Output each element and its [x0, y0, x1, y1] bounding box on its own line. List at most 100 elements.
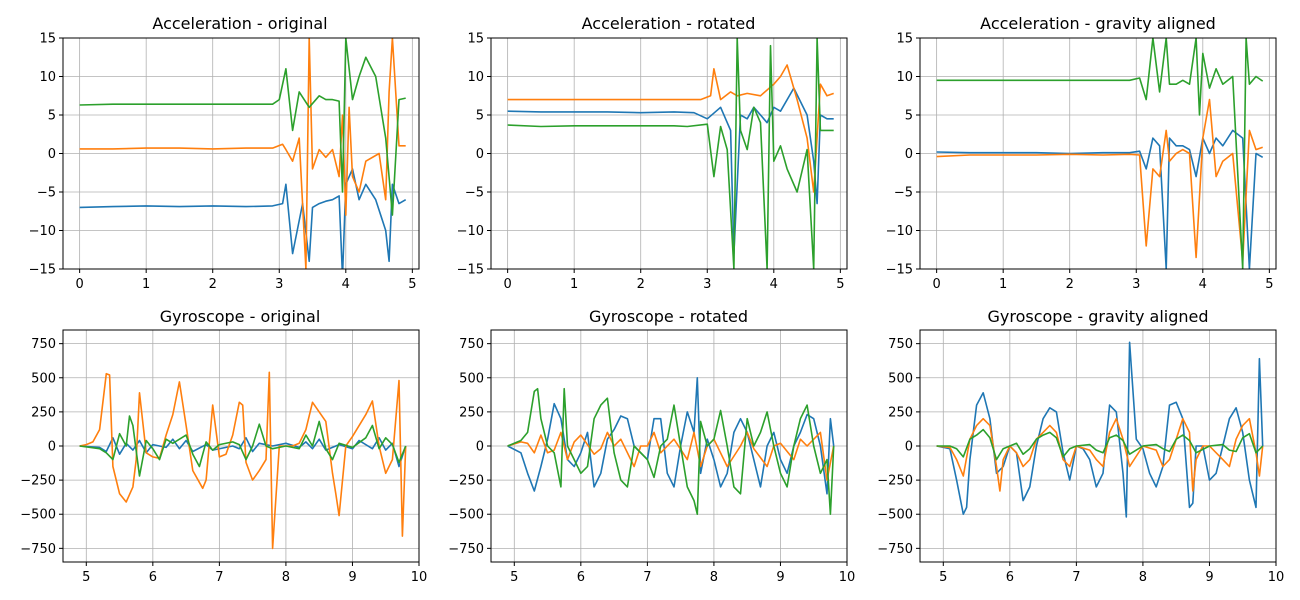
- x-tick-label: 10: [839, 570, 856, 585]
- y-tick-label: −500: [877, 508, 913, 523]
- y-tick-label: 0: [476, 147, 484, 162]
- x-tick-label: 2: [637, 277, 645, 292]
- series-line-3: [507, 38, 834, 269]
- y-tick-label: 250: [31, 405, 56, 420]
- y-tick-label: 15: [896, 32, 913, 47]
- x-tick-label: 8: [282, 570, 290, 585]
- y-tick-label: 10: [896, 70, 913, 85]
- series-line-1: [507, 376, 835, 495]
- x-tick-label: 0: [932, 277, 940, 292]
- plot-title: Gyroscope - original: [160, 307, 321, 326]
- x-tick-label: 9: [776, 570, 784, 585]
- y-tick-label: −500: [448, 508, 484, 523]
- y-tick-label: 250: [888, 405, 913, 420]
- series-line-3: [507, 387, 835, 516]
- y-tick-label: 0: [905, 440, 913, 455]
- y-tick-label: 0: [905, 147, 913, 162]
- x-tick-label: 0: [503, 277, 511, 292]
- y-tick-label: −250: [20, 474, 56, 489]
- series-line-2: [507, 431, 835, 481]
- series-line-1: [79, 436, 407, 468]
- plot-title: Gyroscope - gravity aligned: [987, 307, 1208, 326]
- y-tick-label: −10: [886, 224, 913, 239]
- plot-gyroscope-gravity-aligned: Gyroscope - gravity aligned 5 6 7 8 9 10 −750 −…: [877, 307, 1284, 585]
- x-tick-label: 7: [215, 570, 223, 585]
- y-tick-label: −15: [457, 263, 484, 278]
- y-tick-label: 0: [48, 147, 56, 162]
- y-tick-label: 250: [459, 405, 484, 420]
- y-tick-label: −750: [448, 542, 484, 557]
- y-tick-label: 750: [459, 337, 484, 352]
- y-tick-label: 5: [48, 109, 56, 124]
- y-tick-label: 5: [905, 109, 913, 124]
- x-tick-label: 5: [1265, 277, 1273, 292]
- y-tick-label: 5: [476, 109, 484, 124]
- x-tick-label: 6: [149, 570, 157, 585]
- x-tick-label: 0: [75, 277, 83, 292]
- y-tick-label: 750: [31, 337, 56, 352]
- y-tick-label: −750: [20, 542, 56, 557]
- x-tick-label: 4: [1199, 277, 1207, 292]
- y-tick-label: 15: [39, 32, 56, 47]
- x-tick-label: 3: [275, 277, 283, 292]
- y-tick-label: −5: [894, 186, 913, 201]
- y-tick-label: 0: [476, 440, 484, 455]
- x-tick-label: 2: [209, 277, 217, 292]
- y-tick-label: −250: [877, 474, 913, 489]
- y-tick-label: −15: [29, 263, 56, 278]
- y-tick-label: 500: [459, 371, 484, 386]
- plot-title: Acceleration - gravity aligned: [980, 14, 1216, 33]
- series-line-1: [936, 129, 1264, 269]
- series-line-1: [79, 168, 407, 269]
- series-line-1: [936, 341, 1264, 518]
- series-line-3: [936, 38, 1264, 269]
- x-tick-label: 9: [348, 570, 356, 585]
- series-line-2: [507, 64, 834, 193]
- plot-gyroscope-rotated: Gyroscope - rotated 5 6 7 8 9 10 −750 −500 −250 0…: [448, 307, 855, 585]
- series-line-1: [507, 87, 834, 255]
- x-tick-label: 4: [342, 277, 350, 292]
- y-tick-label: −250: [448, 474, 484, 489]
- x-tick-label: 5: [836, 277, 844, 292]
- y-tick-label: −5: [37, 186, 56, 201]
- series-line-2: [936, 98, 1263, 263]
- y-tick-label: −10: [457, 224, 484, 239]
- y-tick-label: −500: [20, 508, 56, 523]
- x-tick-label: 5: [82, 570, 90, 585]
- series-line-3: [936, 428, 1264, 461]
- y-tick-label: −5: [465, 186, 484, 201]
- plot-acceleration-rotated: Acceleration - rotated 0 1 2 3 4 5 −15 −10 −5 0 5 1…: [457, 14, 848, 292]
- x-tick-label: 5: [408, 277, 416, 292]
- x-tick-label: 6: [577, 570, 585, 585]
- y-tick-label: 0: [48, 440, 56, 455]
- y-tick-label: 15: [467, 32, 484, 47]
- y-tick-label: −10: [29, 224, 56, 239]
- x-tick-label: 5: [939, 570, 947, 585]
- x-tick-label: 1: [570, 277, 578, 292]
- x-tick-label: 4: [770, 277, 778, 292]
- x-tick-label: 1: [999, 277, 1007, 292]
- x-tick-label: 7: [1072, 570, 1080, 585]
- x-tick-label: 9: [1205, 570, 1213, 585]
- plot-acceleration-original: Acceleration - original 0 1 2 3 4 5 −15 −10 −5 0 5…: [29, 14, 420, 292]
- x-tick-label: 3: [1132, 277, 1140, 292]
- plot-gyroscope-original: Gyroscope - original 5 6 7 8 9 10 −750 −500 −250…: [20, 307, 427, 585]
- y-tick-label: −750: [877, 542, 913, 557]
- x-tick-label: 8: [1139, 570, 1147, 585]
- y-tick-label: 10: [39, 70, 56, 85]
- y-tick-label: 10: [467, 70, 484, 85]
- plot-acceleration-gravity-aligned: Acceleration - gravity aligned 0 1 2 3 4 5 −15…: [886, 14, 1277, 292]
- x-tick-label: 6: [1006, 570, 1014, 585]
- series-line-2: [936, 417, 1264, 492]
- x-tick-label: 1: [142, 277, 150, 292]
- y-tick-label: 500: [31, 371, 56, 386]
- x-tick-label: 10: [1268, 570, 1285, 585]
- series-line-2: [79, 371, 407, 550]
- plot-title: Acceleration - original: [152, 14, 327, 33]
- series-line-3: [79, 38, 406, 216]
- x-tick-label: 5: [510, 570, 518, 585]
- plot-title: Acceleration - rotated: [582, 14, 756, 33]
- x-tick-label: 2: [1066, 277, 1074, 292]
- plot-title: Gyroscope - rotated: [589, 307, 748, 326]
